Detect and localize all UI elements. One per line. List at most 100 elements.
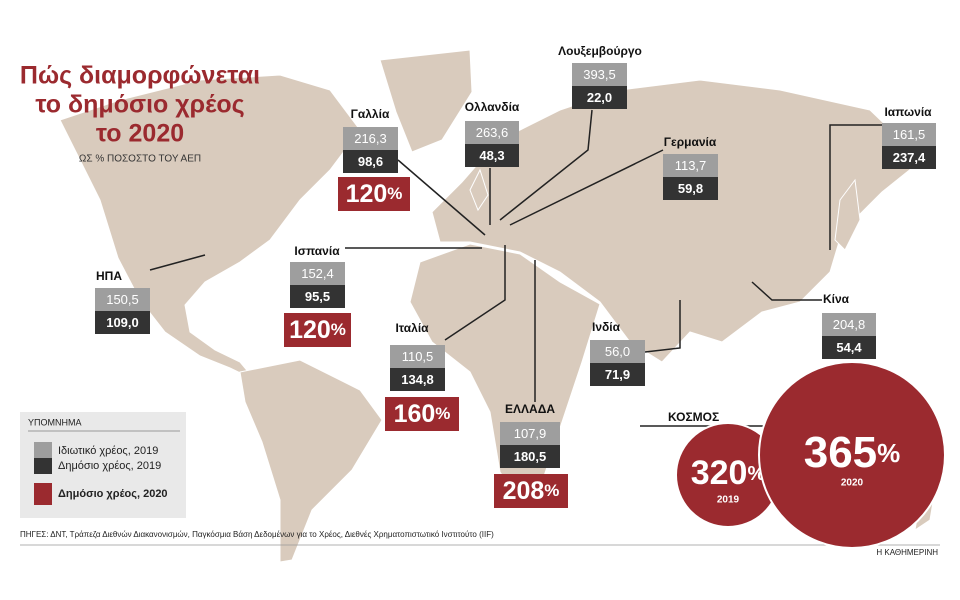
subtitle: ΩΣ % ΠΟΣΟΣΤΟ ΤΟΥ ΑΕΠ (79, 154, 201, 165)
private-debt: 161,5 (893, 127, 926, 142)
unit: % (435, 404, 450, 423)
private-debt-box (465, 121, 519, 144)
source: ΠΗΓΕΣ: ΔΝΤ, Τράπεζα Διεθνών Διακανονισμώ… (20, 530, 494, 539)
public-debt: 59,8 (678, 181, 703, 196)
public-debt-box (343, 150, 398, 173)
unit: % (387, 184, 402, 203)
heading: Πώς διαμορφώνεται το δημόσιο χρέος το 20… (20, 62, 260, 165)
country-name: ΗΠΑ (96, 269, 122, 283)
country-name: Ιαπωνία (884, 105, 932, 119)
public-debt-box (390, 368, 445, 391)
private-debt: 216,3 (354, 131, 387, 146)
country-name: Ολλανδία (465, 100, 520, 114)
private-debt: 263,6 (476, 125, 509, 140)
private-debt-box (390, 345, 445, 368)
title-line: το 2020 (96, 120, 184, 148)
private-debt: 152,4 (301, 266, 334, 281)
country-name: Ισπανία (294, 244, 340, 258)
private-debt: 56,0 (605, 344, 630, 359)
country: Γαλλία 216,3 98,6 120% (338, 107, 410, 211)
world-debt: 320% (691, 454, 766, 492)
country: Ιαπωνία 161,5 237,4 (882, 105, 936, 169)
public-debt: 95,5 (305, 289, 330, 304)
country-name: Λουξεμβούργο (558, 44, 642, 58)
country: ΕΛΛΑΔΑ 107,9 180,5 208% (494, 402, 568, 508)
world-year: 2020 (841, 478, 864, 489)
legend-item: Ιδιωτικό χρέος, 2019 (58, 445, 158, 457)
country-name: Ιταλία (395, 321, 429, 335)
public-debt-box (465, 144, 519, 167)
value: 320 (691, 454, 748, 492)
public-debt: 71,9 (605, 367, 630, 382)
country-name: Γαλλία (351, 107, 390, 121)
country: Ισπανία 152,4 95,5 120% (284, 244, 351, 347)
legend-swatch (34, 483, 52, 505)
country: Γερμανία 113,7 59,8 (663, 135, 718, 200)
private-debt: 393,5 (583, 67, 616, 82)
private-debt: 110,5 (402, 349, 434, 364)
legend: ΥΠΟΜΝΗΜΑ Ιδιωτικό χρέος, 2019 Δημόσιο χρ… (20, 412, 186, 518)
private-debt-box (500, 422, 560, 445)
credit: Η ΚΑΘΗΜΕΡΙΝΗ (876, 548, 938, 557)
private-debt: 204,8 (833, 317, 866, 332)
private-debt: 113,7 (675, 158, 707, 173)
world-debt: 365% (804, 428, 901, 477)
public-debt-2020: 208% (503, 477, 560, 505)
public-debt-2020-box (338, 177, 410, 211)
country: Λουξεμβούργο 393,5 22,0 (558, 44, 642, 109)
private-debt-box (663, 154, 718, 177)
unit: % (331, 320, 346, 339)
unit: % (544, 481, 559, 500)
public-debt: 98,6 (358, 154, 383, 169)
public-debt: 237,4 (893, 150, 926, 165)
public-debt-box (882, 146, 936, 169)
legend-item: Δημόσιο χρέος, 2019 (58, 460, 161, 472)
public-debt-box (290, 285, 345, 308)
legend-swatch (34, 442, 52, 458)
value: 120 (346, 180, 388, 208)
public-debt-2020-box (284, 313, 351, 347)
private-debt-box (882, 123, 936, 146)
value: 365 (804, 428, 877, 477)
public-debt-2020-box (385, 397, 459, 431)
legend-item: Δημόσιο χρέος, 2020 (58, 488, 168, 500)
world-year: 2019 (717, 495, 740, 506)
country: Ινδία 56,0 71,9 (590, 320, 645, 386)
private-debt: 150,5 (106, 292, 139, 307)
value: 120 (289, 316, 331, 344)
country-name: Γερμανία (664, 135, 717, 149)
unit: % (877, 438, 900, 468)
title-line: το δημόσιο χρέος (35, 91, 244, 119)
private-debt: 107,9 (514, 426, 547, 441)
private-debt-box (822, 313, 876, 336)
title-line: Πώς διαμορφώνεται (20, 62, 260, 90)
country-name: Κίνα (823, 292, 850, 306)
legend-swatch (34, 458, 52, 474)
public-debt-box (590, 363, 645, 386)
public-debt: 109,0 (106, 315, 139, 330)
country-name: Ινδία (592, 320, 621, 334)
country: Ολλανδία 263,6 48,3 (465, 100, 520, 167)
public-debt-box (572, 86, 627, 109)
public-debt-box (663, 177, 718, 200)
country: Ιταλία 110,5 134,8 160% (385, 321, 459, 431)
public-debt-box (822, 336, 876, 359)
value: 208 (503, 477, 545, 505)
public-debt-2020: 120% (289, 316, 346, 344)
public-debt: 22,0 (587, 90, 612, 105)
private-debt-box (95, 288, 150, 311)
country: Κίνα 204,8 54,4 (822, 292, 876, 359)
public-debt-2020-box (494, 474, 568, 508)
country-name: ΕΛΛΑΔΑ (505, 402, 555, 416)
public-debt-2020: 160% (394, 400, 451, 428)
value: 160 (394, 400, 436, 428)
public-debt: 54,4 (836, 340, 862, 355)
country: ΗΠΑ 150,5 109,0 (95, 269, 150, 334)
private-debt-box (290, 262, 345, 285)
private-debt-box (343, 127, 398, 150)
public-debt: 48,3 (479, 148, 504, 163)
public-debt-box (95, 311, 150, 334)
public-debt: 134,8 (401, 372, 434, 387)
public-debt: 180,5 (514, 449, 547, 464)
